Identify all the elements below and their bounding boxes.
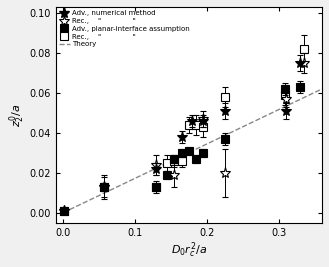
Y-axis label: $z_2^0/a$: $z_2^0/a$ (7, 103, 27, 127)
X-axis label: $D_0 r_c^2/a$: $D_0 r_c^2/a$ (171, 241, 207, 260)
Legend: Adv., numerical method, Rec.,    "              ", Adv., planar-interface assump: Adv., numerical method, Rec., " ", Adv.,… (58, 9, 191, 49)
